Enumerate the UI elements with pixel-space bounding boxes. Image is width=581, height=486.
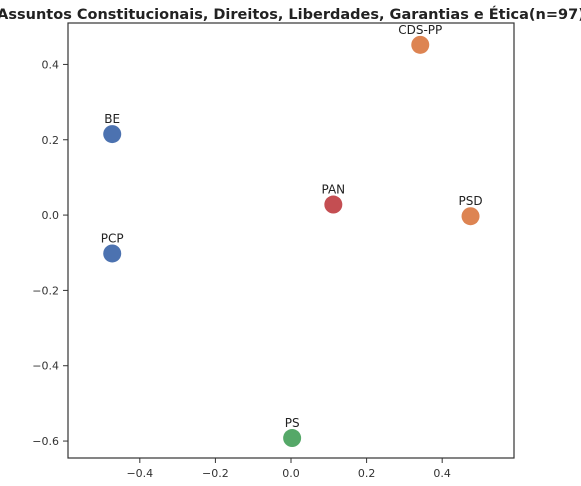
y-tick-label: 0.0 xyxy=(42,209,60,222)
data-point-psd xyxy=(461,207,480,226)
y-tick-label: 0.2 xyxy=(42,134,60,147)
y-tick-label: 0.4 xyxy=(42,58,60,71)
x-tick-label: 0.2 xyxy=(358,467,376,480)
point-label-pan: PAN xyxy=(322,183,346,197)
point-label-psd: PSD xyxy=(458,194,482,208)
x-tick-label: −0.2 xyxy=(202,467,229,480)
x-tick-label: −0.4 xyxy=(126,467,153,480)
x-tick-label: 0.4 xyxy=(433,467,451,480)
y-tick-label: −0.2 xyxy=(32,284,59,297)
point-label-be: BE xyxy=(104,112,120,126)
data-point-ps xyxy=(283,429,302,448)
plot-frame xyxy=(67,22,515,459)
point-label-cds-pp: CDS-PP xyxy=(398,23,442,37)
data-point-pan xyxy=(324,195,343,214)
x-tick-label: 0.0 xyxy=(282,467,300,480)
data-point-be xyxy=(103,125,122,144)
data-point-cds-pp xyxy=(411,35,430,54)
point-label-ps: PS xyxy=(285,416,300,430)
data-point-pcp xyxy=(103,244,122,263)
y-tick-label: −0.6 xyxy=(32,435,59,448)
point-label-pcp: PCP xyxy=(101,231,124,245)
axes: −0.4 −0.2 0.0 0.2 0.4 −0.6 −0.4 −0.2 0.0 0.2 0.4 xyxy=(32,58,451,480)
data-points: BE PCP CDS-PP PSD PAN PS xyxy=(101,23,483,448)
chart-title: Assuntos Constitucionais, Direitos, Libe… xyxy=(0,6,581,23)
y-tick-label: −0.4 xyxy=(32,360,59,373)
